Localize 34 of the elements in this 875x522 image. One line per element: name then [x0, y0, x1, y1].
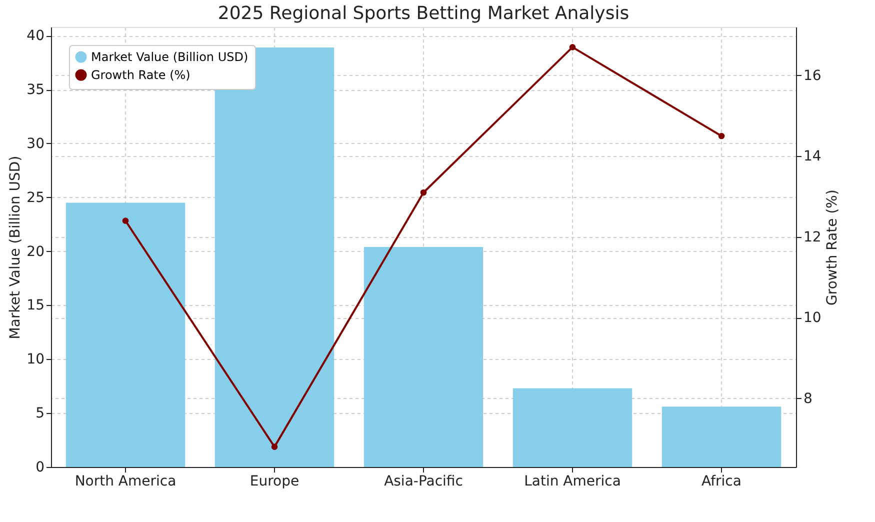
bar	[662, 406, 782, 467]
x-tick-label: Asia-Pacific	[384, 474, 463, 490]
legend-label: Growth Rate (%)	[91, 68, 190, 82]
y-tick-label: 30	[26, 136, 44, 152]
y2-tick-label: 10	[804, 310, 822, 326]
y2-tick-label: 16	[804, 68, 822, 84]
x-tick-label: Latin America	[524, 474, 621, 490]
y-tick-label: 10	[26, 352, 44, 368]
y-axis-title: Market Value (Billion USD)	[8, 156, 24, 340]
bar	[512, 388, 632, 467]
y-tick-label: 20	[26, 244, 44, 260]
y-tick-label: 5	[36, 406, 44, 422]
x-tick-label: Europe	[250, 474, 300, 490]
point	[718, 132, 725, 140]
y-tick-label: 25	[26, 190, 44, 206]
bar	[364, 247, 484, 467]
bar	[214, 47, 334, 467]
y2-tick-label: 14	[804, 148, 822, 165]
y2-tick-label: 8	[804, 390, 812, 407]
x-tick-label: Africa	[702, 474, 742, 490]
chart-title: 2025 Regional Sports Betting Market Analysis	[218, 3, 630, 24]
y-tick-label: 0	[36, 460, 44, 476]
legend-label: Market Value (Billion USD)	[91, 50, 248, 64]
point	[420, 189, 427, 196]
y2-axis-title: Growth Rate (%)	[824, 190, 840, 306]
y-tick-label: 15	[26, 298, 44, 314]
x-tick-label: North America	[74, 474, 176, 490]
point	[271, 444, 278, 450]
bar	[66, 202, 186, 467]
y-tick-label: 40	[26, 28, 44, 44]
point	[569, 44, 576, 50]
y-tick-label: 35	[26, 82, 44, 98]
y2-tick-label: 12	[804, 229, 822, 246]
point	[122, 218, 129, 224]
